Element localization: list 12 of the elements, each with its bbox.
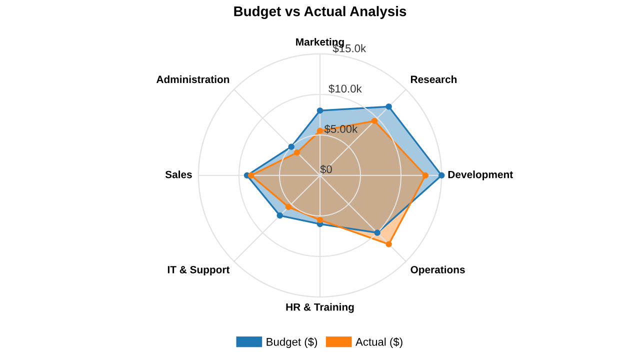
y-tick-label: $5.00k (324, 124, 358, 134)
spoke-label: Administration (156, 75, 230, 84)
legend-label: Budget ($) (266, 337, 318, 348)
spoke-label: Sales (165, 170, 192, 178)
legend-label: Actual ($) (356, 337, 402, 348)
spoke-label: Operations (410, 266, 465, 276)
y-tick-label: $10.0k (328, 84, 362, 94)
spoke-label: Research (410, 75, 457, 84)
spoke-label: Development (448, 170, 513, 180)
spoke-label: HR & Training (286, 303, 354, 313)
chart-title: Budget vs Actual Analysis (234, 6, 406, 20)
spoke-label: IT & Support (168, 266, 230, 276)
